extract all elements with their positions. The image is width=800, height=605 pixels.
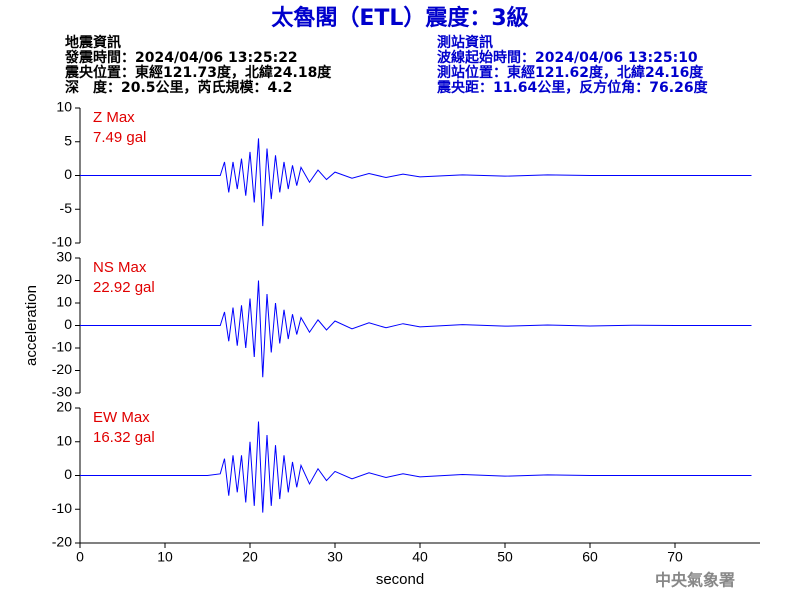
- y-tick-label: 0: [64, 166, 72, 182]
- watermark: 中央氣象署: [655, 571, 735, 590]
- x-tick-label: 10: [157, 549, 173, 565]
- y-tick-label: -5: [60, 200, 73, 216]
- trace: [80, 138, 752, 227]
- trace: [80, 421, 752, 513]
- y-tick-label: -20: [52, 534, 72, 550]
- y-tick-label: -30: [52, 384, 72, 400]
- annotation: NS Max: [93, 259, 147, 276]
- x-tick-label: 20: [242, 549, 258, 565]
- x-tick-label: 0: [76, 549, 84, 565]
- annotation: 22.92 gal: [93, 279, 155, 296]
- header-line: 波線起始時間：2024/04/06 13:25:10: [437, 49, 698, 66]
- y-tick-label: 5: [64, 132, 72, 148]
- x-tick-label: 70: [667, 549, 683, 565]
- x-tick-label: 50: [497, 549, 513, 565]
- trace: [80, 280, 752, 378]
- y-tick-label: -20: [52, 361, 72, 377]
- x-axis-label: second: [376, 571, 424, 588]
- y-tick-label: -10: [52, 234, 72, 250]
- y-tick-label: 0: [64, 466, 72, 482]
- x-tick-label: 40: [412, 549, 428, 565]
- chart-title: 太魯閣（ETL）震度：3級: [271, 5, 528, 31]
- header-line: 深 度：20.5公里，芮氏規模：4.2: [65, 79, 292, 96]
- y-tick-label: 10: [56, 432, 72, 448]
- y-tick-label: -10: [52, 339, 72, 355]
- annotation: EW Max: [93, 409, 150, 426]
- annotation: 7.49 gal: [93, 129, 146, 146]
- x-tick-label: 30: [327, 549, 343, 565]
- y-tick-label: 0: [64, 316, 72, 332]
- y-tick-label: 20: [56, 271, 72, 287]
- x-tick-label: 60: [582, 549, 598, 565]
- y-tick-label: -10: [52, 500, 72, 516]
- header-line: 測站資訊: [437, 34, 493, 51]
- annotation: 16.32 gal: [93, 429, 155, 446]
- header-line: 測站位置：東經121.62度，北緯24.16度: [437, 64, 704, 81]
- header-line: 震央距：11.64公里，反方位角：76.26度: [436, 79, 709, 96]
- header-line: 震央位置：東經121.73度，北緯24.18度: [64, 64, 332, 81]
- y-tick-label: 20: [56, 399, 72, 415]
- annotation: Z Max: [93, 109, 135, 126]
- y-axis-label: acceleration: [23, 285, 40, 366]
- header-line: 地震資訊: [65, 34, 121, 51]
- y-tick-label: 10: [56, 294, 72, 310]
- y-tick-label: 10: [56, 99, 72, 115]
- header-line: 發震時間：2024/04/06 13:25:22: [64, 49, 298, 66]
- y-tick-label: 30: [56, 249, 72, 265]
